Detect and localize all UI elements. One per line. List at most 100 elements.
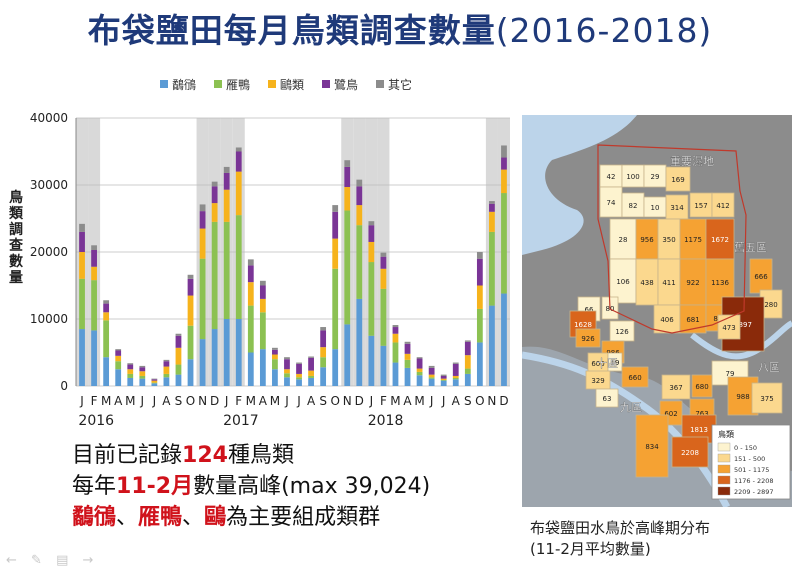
bar-segment <box>320 357 327 368</box>
bar-segment <box>139 371 146 376</box>
bar-segment <box>428 374 435 378</box>
map-cell-value: 169 <box>671 176 684 184</box>
bar-segment <box>476 252 483 259</box>
x-tick-label: D <box>355 394 364 408</box>
bar-segment <box>440 375 447 379</box>
bar-segment <box>356 205 363 226</box>
y-tick-label: 40000 <box>30 111 68 125</box>
bar-segment <box>115 355 122 362</box>
bar-segment <box>79 223 85 232</box>
bar-segment <box>320 327 327 331</box>
x-tick-label: M <box>101 394 111 408</box>
map-area-label: 十區 <box>596 356 618 370</box>
wetland-boundary <box>597 144 747 334</box>
bar-segment <box>247 282 254 306</box>
map-cell-value: 438 <box>640 279 653 287</box>
map-cell <box>705 218 735 260</box>
bar-segment <box>452 379 459 386</box>
x-tick-label: O <box>330 394 339 408</box>
year-label: 2018 <box>368 413 404 429</box>
map-caption-title: 布袋鹽田水鳥於高峰期分布 <box>530 519 711 537</box>
x-tick-label: J <box>284 394 289 408</box>
bar-segment <box>175 374 182 386</box>
y-axis-title: 數 <box>9 253 23 270</box>
bar-segment <box>223 189 230 222</box>
map-cell <box>679 218 707 260</box>
map-cell <box>609 258 637 304</box>
bar-segment <box>368 225 375 242</box>
bar-segment <box>259 298 266 313</box>
bar-segment <box>272 359 278 370</box>
map-cell-value: 329 <box>591 377 604 385</box>
bar-segment <box>91 266 97 281</box>
bar-segment <box>428 367 435 375</box>
map-legend-swatch <box>717 453 731 463</box>
bar-segment <box>187 325 194 360</box>
stats-block: 目前已記錄124種鳥類 每年11-2月數量高峰(max 39,024) 鷸鴴、雁… <box>72 440 430 533</box>
map-cell-value: 375 <box>760 395 773 403</box>
bar-segment <box>476 308 483 343</box>
legend-label: 鷸鴴 <box>172 78 196 92</box>
map-cell-value: 473 <box>722 324 735 332</box>
bar-segment <box>440 379 447 381</box>
map-cell-value: 834 <box>645 443 659 451</box>
bar-segment <box>501 145 507 158</box>
title-main: 布袋鹽田每月鳥類調查數量 <box>87 11 496 50</box>
map-legend-swatch <box>717 486 731 496</box>
pen-icon[interactable]: ✎ <box>31 553 42 568</box>
x-tick-label: A <box>114 394 123 408</box>
group-shorebirds: 鷸鴴 <box>72 505 117 530</box>
x-tick-label: D <box>210 394 219 408</box>
map-cell-value: 2208 <box>681 449 699 457</box>
map-cell-value: 28 <box>619 236 628 244</box>
map-cell <box>711 192 735 218</box>
map-cell-value: 367 <box>669 384 682 392</box>
bar-segment <box>380 268 387 289</box>
bar-segment <box>103 357 110 386</box>
bar-segment <box>259 349 266 386</box>
stats-line-peak: 每年11-2月數量高峰(max 39,024) <box>72 471 430 502</box>
bar-segment <box>235 151 242 172</box>
bar-segment <box>332 211 339 239</box>
legend-swatch <box>160 80 168 88</box>
bar-segment <box>368 221 375 226</box>
bar-segment <box>91 245 97 250</box>
peak-months: 11-2月 <box>116 474 194 499</box>
x-tick-label: A <box>162 394 171 408</box>
bar-segment <box>79 278 85 330</box>
bar-segment <box>199 204 206 212</box>
map-cell-value: 19 <box>611 359 620 367</box>
legend-label: 鷺鳥 <box>334 77 358 92</box>
bar-segment <box>175 347 182 365</box>
map-cell-value: 280 <box>764 301 777 309</box>
bar-segment <box>223 319 230 386</box>
group-gulls: 鷗 <box>204 505 227 530</box>
map-cell-value: 63 <box>603 395 612 403</box>
bar-segment <box>440 378 447 380</box>
map-legend-swatch <box>717 442 731 452</box>
map-cell-value: 2897 <box>734 321 752 329</box>
map-cell-value: 79 <box>726 370 735 378</box>
bar-segment <box>464 373 471 386</box>
bar-segment <box>103 300 110 304</box>
bar-segment <box>344 166 351 188</box>
bar-segment <box>368 335 375 386</box>
map-area-label: 八區 <box>758 361 780 374</box>
bar-segment <box>416 357 423 359</box>
next-arrow-icon[interactable]: → <box>82 553 94 568</box>
bar-segment <box>79 231 85 252</box>
menu-icon[interactable]: ▤ <box>56 553 69 568</box>
bar-segment <box>284 377 290 386</box>
prev-arrow-icon[interactable]: ← <box>6 553 17 568</box>
map-legend-label: 1176 - 2208 <box>734 477 774 485</box>
bar-segment <box>187 274 194 279</box>
bar-segment <box>272 347 278 350</box>
bar-segment <box>489 203 495 212</box>
map-legend-title: 鳥類 <box>718 429 734 439</box>
bar-segment <box>175 333 182 336</box>
bar-segment <box>151 383 158 386</box>
bar-segment <box>151 378 158 380</box>
x-tick-label: M <box>246 394 256 408</box>
x-tick-label: A <box>259 394 268 408</box>
bar-segment <box>404 367 411 386</box>
